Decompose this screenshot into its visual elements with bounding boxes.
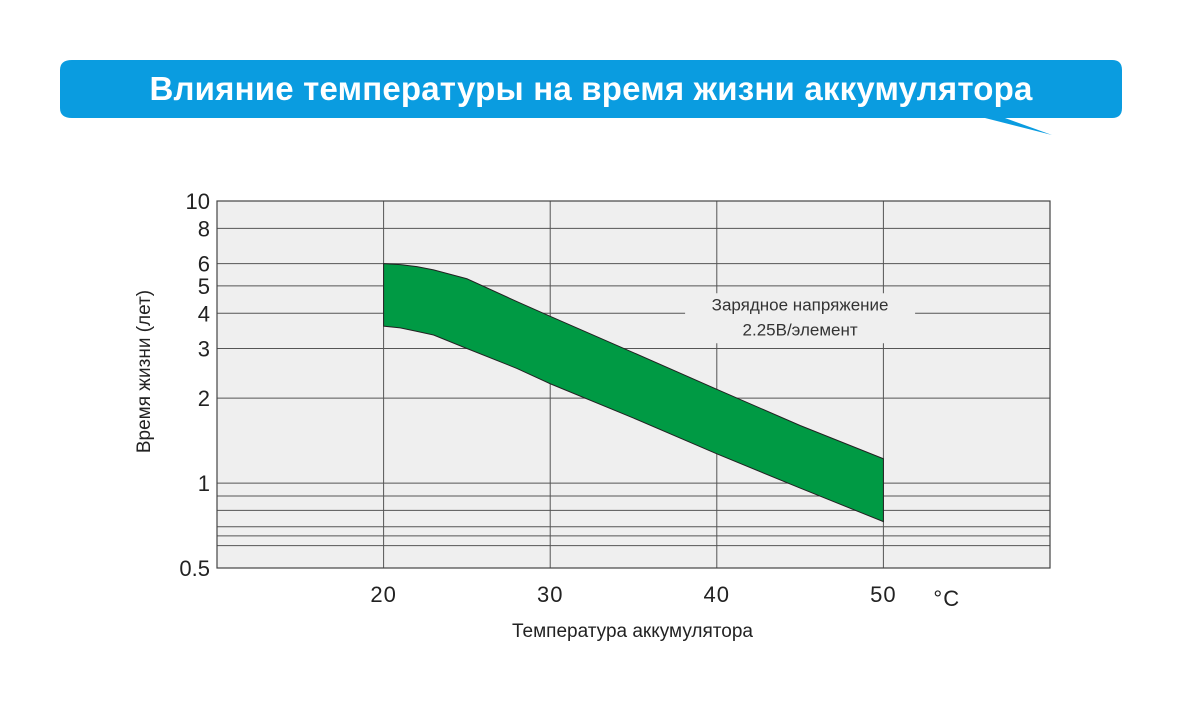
y-tick-label: 4 xyxy=(198,301,210,326)
y-tick-label: 8 xyxy=(198,216,210,241)
y-tick-label: 10 xyxy=(186,189,210,214)
x-unit-label: °C xyxy=(933,586,960,611)
title-banner xyxy=(60,60,1122,135)
x-axis-title: Температура аккумулятора xyxy=(512,621,753,642)
y-tick-label: 1 xyxy=(198,471,210,496)
plot-border xyxy=(216,200,1051,569)
annotation-line-2: 2.25В/элемент xyxy=(743,320,858,339)
y-tick-label: 6 xyxy=(198,252,210,277)
lifetime-band xyxy=(383,263,884,523)
y-tick-label: 2 xyxy=(198,386,210,411)
y-tick-labels: 0.5 1 2 3 456 810 xyxy=(179,189,210,581)
annotation-line-1: Зарядное напряжение xyxy=(712,295,889,314)
y-tick-label: 5 xyxy=(198,274,210,299)
x-tick-label: 20 xyxy=(370,582,396,607)
annotation-background xyxy=(685,293,916,344)
x-tick-label: 40 xyxy=(704,582,730,607)
y-tick-label: 3 xyxy=(198,336,210,361)
banner-shape xyxy=(60,60,1122,135)
x-tick-labels: 20 30 40 50 xyxy=(370,582,896,607)
page-title: Влияние температуры на время жизни аккум… xyxy=(149,70,1033,107)
y-tick-label: 0.5 xyxy=(179,556,210,581)
y-axis-title: Время жизни (лет) xyxy=(134,290,155,453)
x-tick-label: 50 xyxy=(870,582,896,607)
x-tick-label: 30 xyxy=(537,582,563,607)
